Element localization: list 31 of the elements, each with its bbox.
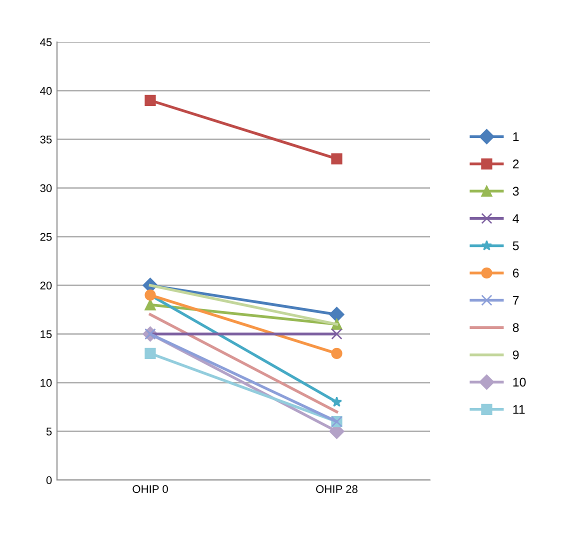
point bbox=[144, 94, 156, 106]
point bbox=[331, 396, 342, 407]
point bbox=[144, 348, 156, 360]
point bbox=[331, 153, 342, 164]
legend-label: 6 bbox=[512, 268, 519, 278]
y-tick-label: 40 bbox=[40, 86, 52, 95]
legend-label: 8 bbox=[512, 323, 519, 332]
y-tick-label: 30 bbox=[40, 184, 52, 192]
legend-label: 2 bbox=[512, 160, 519, 168]
legend-label: 5 bbox=[512, 241, 519, 250]
legend-label: 1 bbox=[513, 132, 519, 141]
y-tick-label: 15 bbox=[40, 330, 52, 338]
legend-label: 10 bbox=[513, 378, 526, 387]
legend-label: 4 bbox=[512, 214, 519, 223]
point bbox=[331, 348, 342, 360]
legend-label: 7 bbox=[512, 296, 519, 305]
legend-label: 9 bbox=[512, 350, 519, 360]
point bbox=[144, 299, 156, 310]
point bbox=[331, 328, 342, 340]
y-tick-label: 0 bbox=[46, 476, 52, 484]
y-tick-label: 25 bbox=[40, 232, 52, 241]
y-tick-label: 5 bbox=[46, 428, 52, 436]
y-tick-label: 20 bbox=[40, 282, 52, 290]
legend-label: 11 bbox=[513, 405, 525, 414]
x-tick-label: OHIP 0 bbox=[132, 485, 168, 494]
x-tick-label: OHIP 28 bbox=[316, 485, 358, 494]
legend-label: 3 bbox=[512, 186, 519, 196]
y-tick-label: 35 bbox=[40, 136, 52, 144]
point bbox=[329, 306, 344, 322]
y-tick-label: 10 bbox=[40, 378, 52, 387]
y-tick-label: 45 bbox=[40, 38, 52, 46]
